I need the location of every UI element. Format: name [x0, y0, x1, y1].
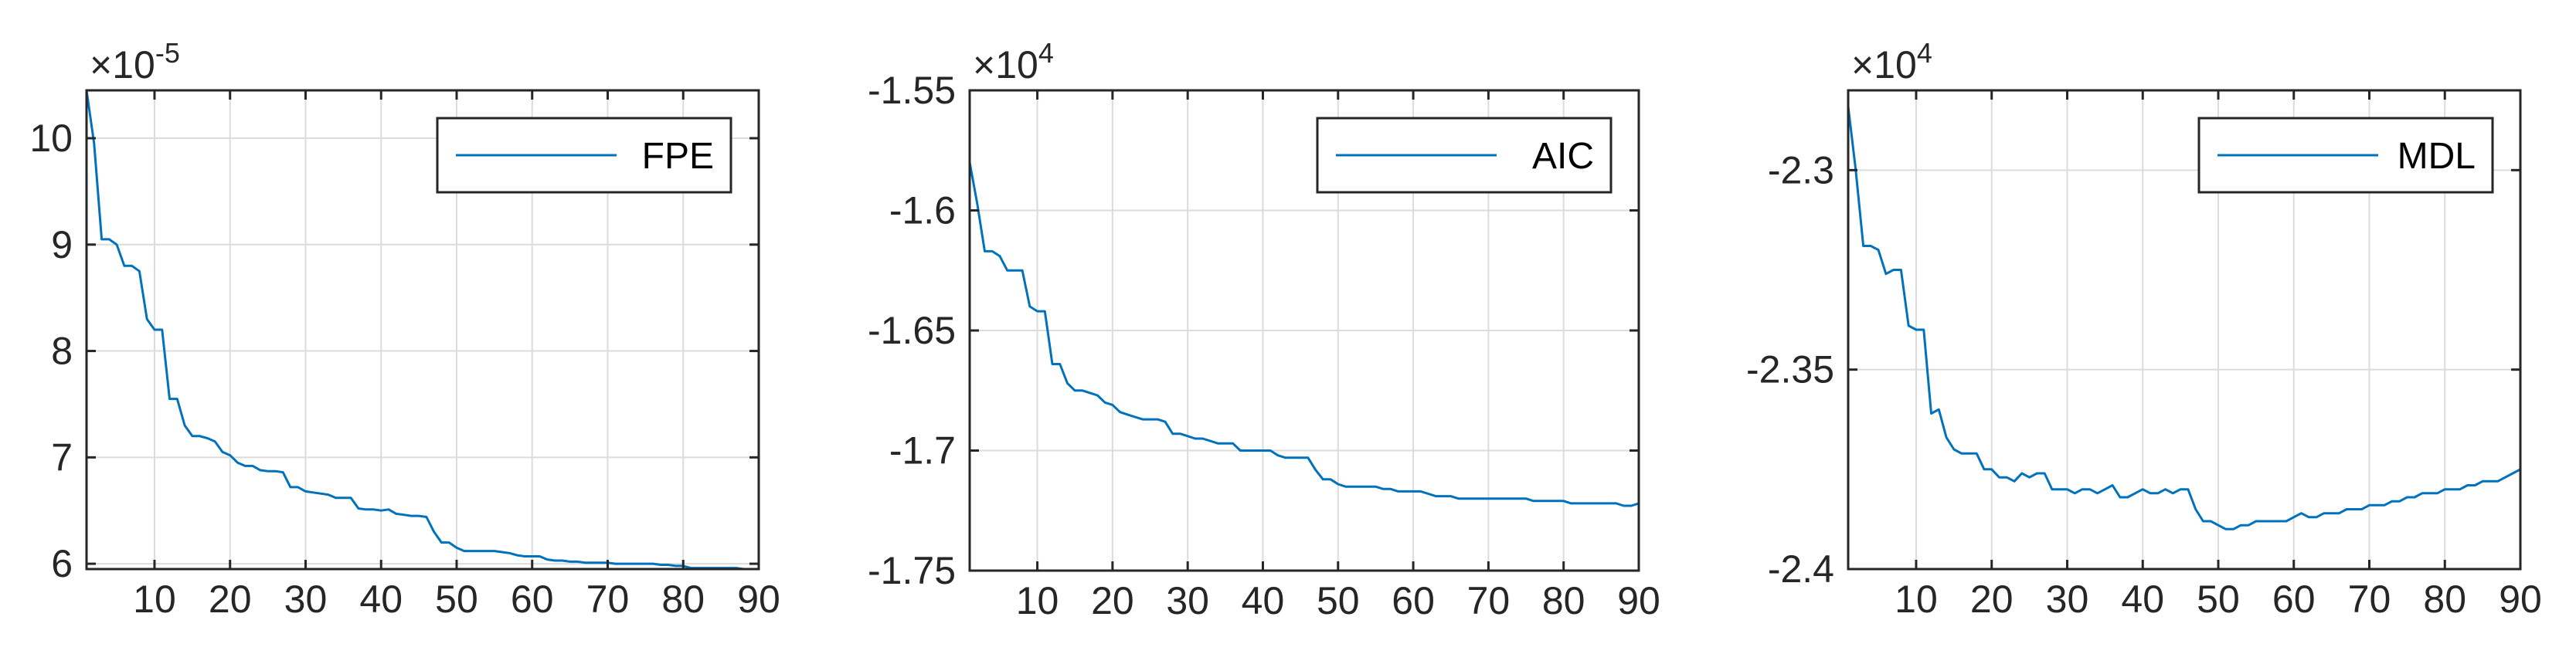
x-tick-label: 20 [1970, 578, 2014, 621]
x-tick-label: 10 [1016, 579, 1059, 622]
axis-exponent-label: ×104 [1851, 37, 1932, 86]
x-tick-label: 20 [209, 578, 252, 621]
x-tick-label: 90 [2499, 578, 2542, 621]
x-tick-label: 40 [1242, 579, 1285, 622]
y-tick-label: -1.55 [868, 69, 956, 112]
axes-frame [1847, 89, 2522, 571]
x-tick-label: 40 [359, 578, 403, 621]
chart-panel-1: 10 20 30 40 50 60 70 80 90 6 7 8 9 10 ×10-5 FPE [29, 37, 780, 621]
y-tick-label: 9 [51, 223, 73, 266]
x-tick-label: 60 [511, 578, 554, 621]
x-tick-label: 50 [1317, 579, 1360, 622]
y-tick-label: 7 [51, 435, 73, 479]
series-line-fpe [85, 90, 759, 571]
x-tick-label: 40 [2121, 578, 2164, 621]
x-tick-label: 60 [1392, 579, 1435, 622]
legend-label: MDL [2398, 136, 2476, 177]
y-tick-label: -2.3 [1768, 148, 1834, 191]
x-tick-label: 30 [1166, 579, 1209, 622]
x-tick-label: 10 [1895, 578, 1938, 621]
legend: FPE [436, 117, 732, 194]
y-tick-label: 6 [51, 542, 73, 585]
legend-label: FPE [642, 136, 714, 177]
y-tick-label: -2.35 [1746, 348, 1834, 391]
x-tick-label: 80 [661, 578, 705, 621]
y-tick-label: -1.75 [868, 549, 956, 592]
y-tick-label: -1.7 [889, 429, 956, 473]
axes-frame [85, 89, 760, 571]
y-tick-label: -2.4 [1768, 547, 1834, 591]
x-tick-label: 70 [2348, 578, 2391, 621]
x-tick-label: 80 [2423, 578, 2466, 621]
chart-panel-2: 10 20 30 40 50 60 70 80 90 -1.55 -1.6 -1.65 -1.7 -1.7… [868, 37, 1660, 622]
y-tick-label: 10 [29, 117, 73, 160]
x-tick-label: 60 [2272, 578, 2316, 621]
axis-exponent-label: ×10-5 [90, 37, 180, 86]
x-tick-label: 70 [1467, 579, 1511, 622]
y-tick-label: 8 [51, 330, 73, 373]
x-tick-label: 30 [2046, 578, 2089, 621]
x-tick-label: 10 [133, 578, 176, 621]
legend-label: AIC [1532, 136, 1594, 177]
legend: AIC [1316, 117, 1613, 194]
y-tick-label: -1.6 [889, 189, 956, 232]
x-tick-label: 50 [2197, 578, 2240, 621]
x-tick-label: 90 [737, 578, 780, 621]
x-tick-label: 20 [1091, 579, 1134, 622]
x-tick-label: 80 [1542, 579, 1585, 622]
x-tick-label: 50 [435, 578, 478, 621]
x-tick-label: 90 [1617, 579, 1660, 622]
chart-panel-3: 10 20 30 40 50 60 70 80 90 -2.3 -2.35 -2.4 ×104 MDL [1746, 37, 2542, 621]
axis-exponent-label: ×104 [973, 37, 1054, 86]
x-tick-label: 30 [284, 578, 328, 621]
legend: MDL [2197, 117, 2494, 194]
y-tick-label: -1.65 [868, 309, 956, 352]
series-line-mdl [1847, 106, 2521, 530]
x-tick-label: 70 [586, 578, 630, 621]
series-line-aic [968, 162, 1640, 507]
